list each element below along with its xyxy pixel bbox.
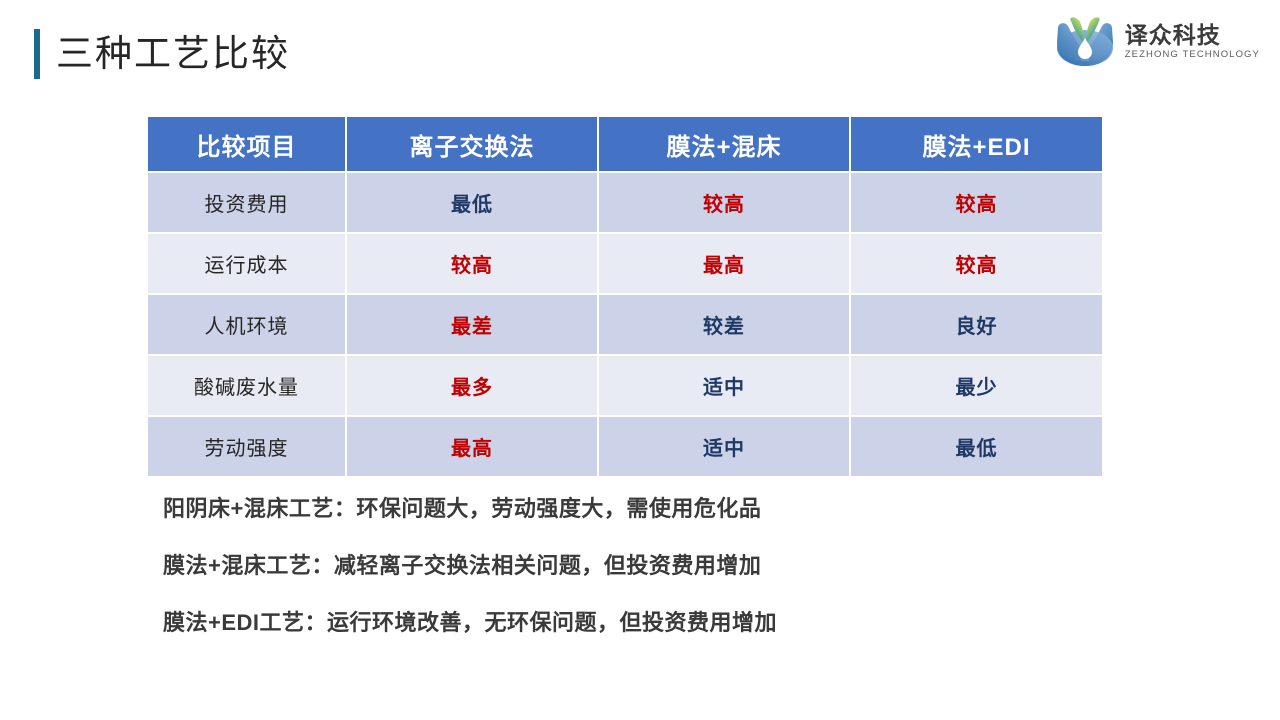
lotus-water-drop-logo-icon: [1056, 17, 1113, 66]
comparison-table-wrapper: 比较项目 离子交换法 膜法+混床 膜法+EDI 投资费用 最低 较高 较高 运行成本 较高…: [148, 117, 1102, 476]
row-label: 人机环境: [148, 294, 347, 356]
table-header-row: 比较项目 离子交换法 膜法+混床 膜法+EDI: [148, 117, 1102, 173]
title-accent-bar: [34, 29, 40, 79]
row-label: 劳动强度: [148, 416, 347, 476]
table-cell-value: 最多: [346, 355, 599, 417]
table-cell-value: 最高: [598, 233, 851, 295]
table-cell-value: 适中: [598, 355, 851, 417]
page-title: 三种工艺比较: [56, 33, 290, 74]
column-header-membrane-mixed-bed: 膜法+混床: [598, 117, 851, 173]
column-header-ion-exchange: 离子交换法: [346, 117, 599, 173]
column-header-criteria: 比较项目: [148, 117, 347, 173]
table-cell-value: 最高: [346, 416, 599, 476]
table-cell-value: 较高: [850, 172, 1102, 234]
slide-header: 三种工艺比较: [0, 0, 1280, 100]
table-cell-value: 最差: [346, 294, 599, 356]
table-row: 劳动强度 最高 适中 最低: [148, 416, 1102, 476]
comparison-table: 比较项目 离子交换法 膜法+混床 膜法+EDI 投资费用 最低 较高 较高 运行成本 较高…: [148, 117, 1102, 476]
table-cell-value: 较高: [598, 172, 851, 234]
summary-notes: 阳阴床+混床工艺：环保问题大，劳动强度大，需使用危化品 膜法+混床工艺：减轻离子…: [163, 494, 1143, 638]
logo-name-cn: 译众科技: [1124, 21, 1221, 48]
table-cell-value: 较高: [850, 233, 1102, 295]
table-cell-value: 较差: [598, 294, 851, 356]
note-line: 膜法+混床工艺：减轻离子交换法相关问题，但投资费用增加: [163, 553, 762, 578]
table-row: 投资费用 最低 较高 较高: [148, 172, 1102, 234]
table-cell-value: 最低: [850, 416, 1102, 476]
column-header-membrane-edi: 膜法+EDI: [850, 117, 1102, 173]
table-cell-value: 适中: [598, 416, 851, 476]
row-label: 投资费用: [148, 172, 347, 234]
company-logo: 译众科技 ZEZHONG TECHNOLOGY: [1054, 14, 1260, 70]
table-row: 运行成本 较高 最高 较高: [148, 233, 1102, 295]
table-header: 比较项目 离子交换法 膜法+混床 膜法+EDI: [148, 117, 1102, 173]
logo-text-block: 译众科技 ZEZHONG TECHNOLOGY: [1125, 22, 1260, 63]
table-cell-value: 较高: [346, 233, 599, 295]
table-row: 酸碱废水量 最多 适中 最少: [148, 355, 1102, 417]
table-cell-value: 良好: [850, 294, 1102, 356]
row-label: 运行成本: [148, 233, 347, 295]
logo-name-en: ZEZHONG TECHNOLOGY: [1124, 48, 1260, 60]
note-line: 阳阴床+混床工艺：环保问题大，劳动强度大，需使用危化品: [163, 496, 762, 521]
table-row: 人机环境 最差 较差 良好: [148, 294, 1102, 356]
table-body: 投资费用 最低 较高 较高 运行成本 较高 最高 较高 人机环境 最差 较差 良好 酸碱废水量 最多 适中最…: [148, 172, 1102, 476]
row-label: 酸碱废水量: [148, 355, 347, 417]
table-cell-value: 最低: [346, 172, 599, 234]
note-line: 膜法+EDI工艺：运行环境改善，无环保问题，但投资费用增加: [163, 610, 778, 635]
table-cell-value: 最少: [850, 355, 1102, 417]
